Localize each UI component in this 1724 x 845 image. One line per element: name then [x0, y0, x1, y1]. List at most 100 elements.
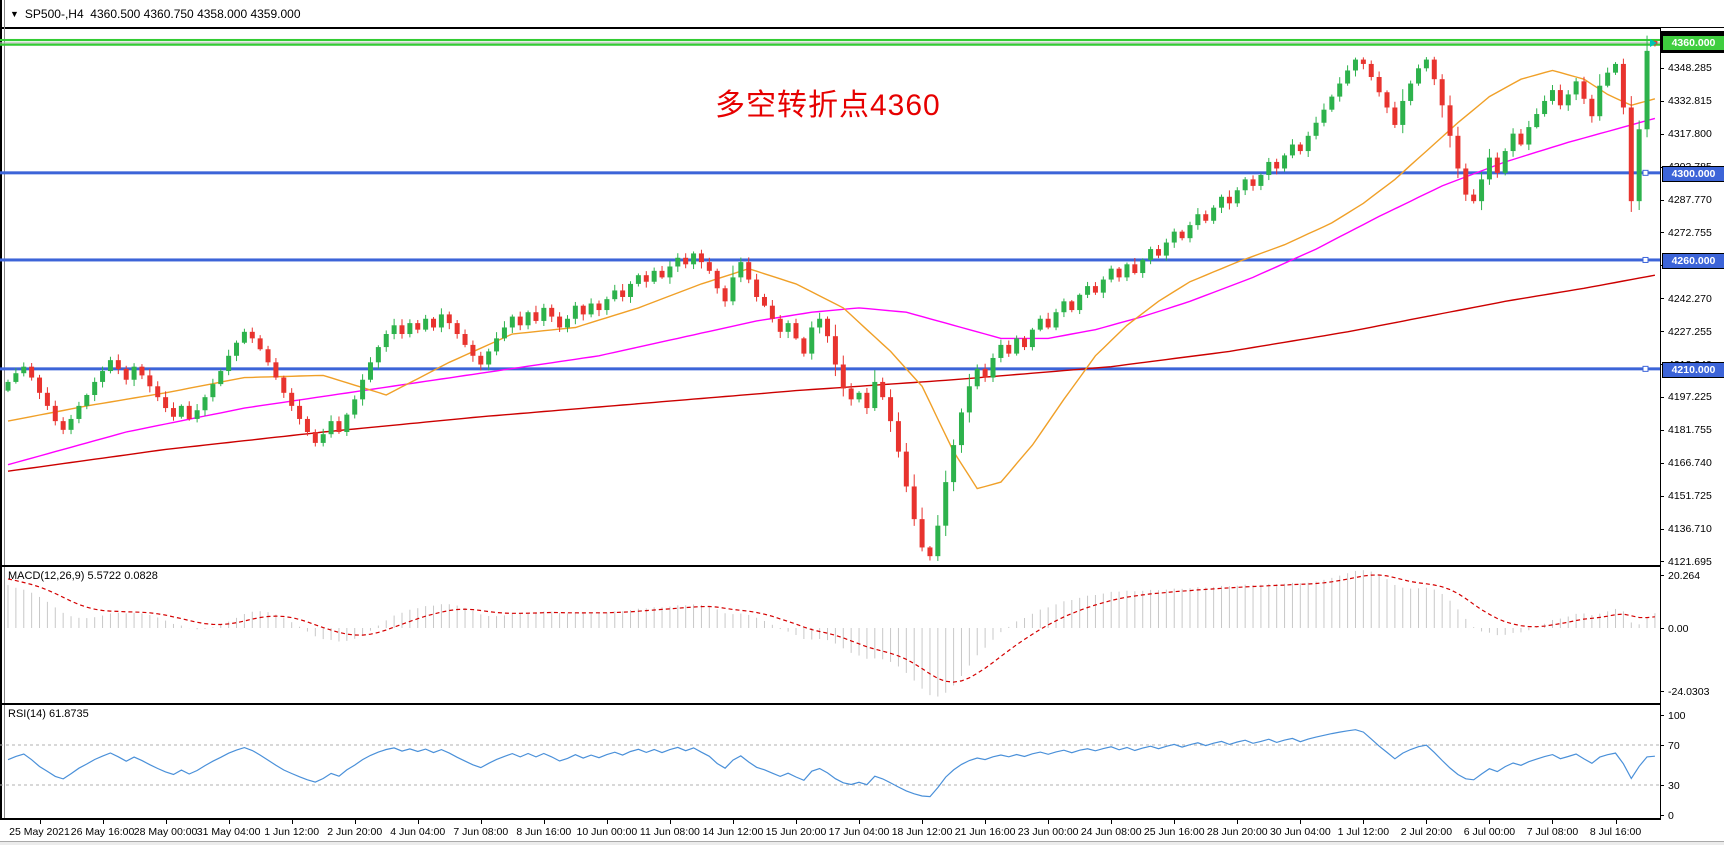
resistance-line-4360	[0, 43, 1660, 46]
rsi-canvas[interactable]	[0, 705, 1660, 818]
time-tick-label: 10 Jun 00:00	[576, 826, 638, 838]
time-tick	[796, 820, 797, 824]
time-tick	[354, 820, 356, 824]
chart-frame-top	[0, 27, 1724, 29]
price-tick	[1660, 232, 1664, 234]
separator-rsi-time	[0, 818, 1724, 820]
price-chart-canvas[interactable]	[0, 28, 1660, 565]
price-tick-label: 4136.710	[1668, 523, 1712, 535]
price-tick-label: 4121.695	[1668, 555, 1712, 568]
price-tick-label: 4227.255	[1668, 325, 1712, 338]
time-tick	[1111, 820, 1113, 824]
time-tick-label: 7 Jun 08:00	[453, 826, 509, 838]
macd-scale-label: 20.264	[1668, 569, 1701, 582]
main-price-panel[interactable]	[0, 28, 1660, 565]
macd-panel[interactable]: MACD(12,26,9) 5.5722 0.0828	[0, 567, 1660, 703]
price-tick	[1660, 133, 1664, 135]
separator-macd-rsi[interactable]	[0, 703, 1724, 705]
time-tick-label: 31 May 04:00	[196, 826, 261, 838]
mid-ma-line	[7, 117, 1656, 466]
current-price-marker-icon	[1650, 39, 1657, 47]
price-tick	[1660, 528, 1664, 530]
price-tick-label: 4197.225	[1668, 391, 1712, 404]
price-tick-label: 4272.755	[1668, 226, 1712, 239]
time-tick	[228, 820, 230, 824]
time-tick	[102, 820, 104, 824]
time-tick-label: 15 Jun 20:00	[765, 826, 827, 838]
rsi-scale-tick	[1660, 745, 1664, 746]
time-tick-label: 6 Jul 00:00	[1463, 826, 1516, 838]
support-line	[0, 171, 1660, 175]
separator-main-macd[interactable]	[0, 565, 1724, 567]
time-tick-label: 4 Jun 04:00	[390, 826, 446, 838]
time-tick	[922, 820, 924, 824]
time-tick	[985, 820, 987, 824]
time-tick	[1237, 820, 1239, 824]
macd-scale-label: -24.0303	[1668, 685, 1710, 698]
time-tick-label: 2 Jun 20:00	[327, 826, 383, 838]
resistance-line-4360	[0, 38, 1660, 42]
macd-canvas[interactable]	[0, 567, 1660, 703]
time-tick-label: 30 Jun 04:00	[1269, 826, 1331, 838]
rsi-scale-tick	[1660, 715, 1664, 716]
bid-price-line	[0, 42, 1660, 44]
rsi-scale-label: 30	[1668, 779, 1680, 792]
macd-signal-value: 0.0828	[124, 570, 158, 582]
macd-main-value: 5.5722	[87, 570, 122, 582]
time-tick-label: 1 Jun 12:00	[264, 826, 320, 838]
support-level-badge[interactable]: 4300.000	[1662, 165, 1724, 182]
time-tick	[859, 820, 861, 824]
time-tick-label: 2 Jul 20:00	[1400, 826, 1453, 838]
time-tick-label: 8 Jun 16:00	[516, 826, 572, 838]
time-tick	[606, 820, 608, 824]
support-level-badge[interactable]: 4210.000	[1662, 361, 1724, 378]
support-level-badge[interactable]: 4260.000	[1662, 252, 1724, 269]
chevron-down-icon[interactable]: ▼	[10, 9, 19, 19]
window-bottom-edge	[0, 841, 1724, 845]
time-tick-label: 23 Jun 00:00	[1017, 826, 1079, 838]
annotation-text: 多空转折点4360	[715, 89, 941, 122]
time-tick	[543, 820, 545, 824]
time-tick	[1174, 820, 1176, 824]
rsi-scale-label: 0	[1668, 809, 1674, 822]
price-tick	[1660, 199, 1664, 201]
macd-scale-label: 0.00	[1668, 622, 1689, 635]
time-tick	[1426, 820, 1428, 824]
macd-scale-tick	[1660, 575, 1664, 576]
price-tick	[1660, 331, 1664, 333]
rsi-scale-label: 100	[1668, 709, 1686, 722]
time-tick	[39, 820, 41, 824]
time-tick-label: 8 Jul 16:00	[1589, 826, 1642, 838]
time-tick	[1489, 820, 1491, 824]
macd-scale-tick	[1660, 628, 1664, 629]
rsi-scale-tick	[1660, 785, 1664, 786]
rsi-label: RSI(14) 61.8735	[8, 708, 89, 720]
price-axis[interactable]: 4363.3004348.2854332.8154317.8004302.785…	[1660, 28, 1724, 822]
time-tick	[480, 820, 482, 824]
price-tick-label: 4181.755	[1668, 424, 1712, 437]
macd-signal-line	[7, 574, 1655, 683]
chart-frame-left-inner	[4, 0, 5, 845]
time-tick-label: 7 Jul 08:00	[1526, 826, 1579, 838]
rsi-panel[interactable]: RSI(14) 61.8735	[0, 705, 1660, 818]
time-tick	[1363, 820, 1365, 824]
time-axis[interactable]: 25 May 2021 26 May 16:00 28 May 00:00 31 Ma…	[0, 820, 1724, 845]
macd-label: MACD(12,26,9) 5.5722 0.0828	[8, 570, 158, 582]
time-tick-label: 25 May 2021	[9, 826, 70, 838]
slow-ma-line	[7, 274, 1656, 472]
time-tick	[165, 820, 167, 824]
time-tick-label: 25 Jun 16:00	[1143, 826, 1205, 838]
candlestick-series	[5, 35, 1658, 561]
time-tick	[417, 820, 419, 824]
price-tick	[1660, 462, 1664, 464]
price-tick	[1660, 561, 1664, 563]
rsi-scale-tick	[1660, 815, 1664, 816]
line-handle	[1642, 256, 1649, 263]
price-tick-label: 4348.285	[1668, 62, 1712, 75]
resistance-level-badge[interactable]: 4360.000	[1662, 35, 1724, 52]
price-tick	[1660, 495, 1664, 497]
time-tick	[1615, 820, 1617, 824]
rsi-value: 61.8735	[48, 708, 89, 720]
time-tick-label: 24 Jun 08:00	[1080, 826, 1142, 838]
time-tick-label: 11 Jun 08:00	[639, 826, 700, 838]
